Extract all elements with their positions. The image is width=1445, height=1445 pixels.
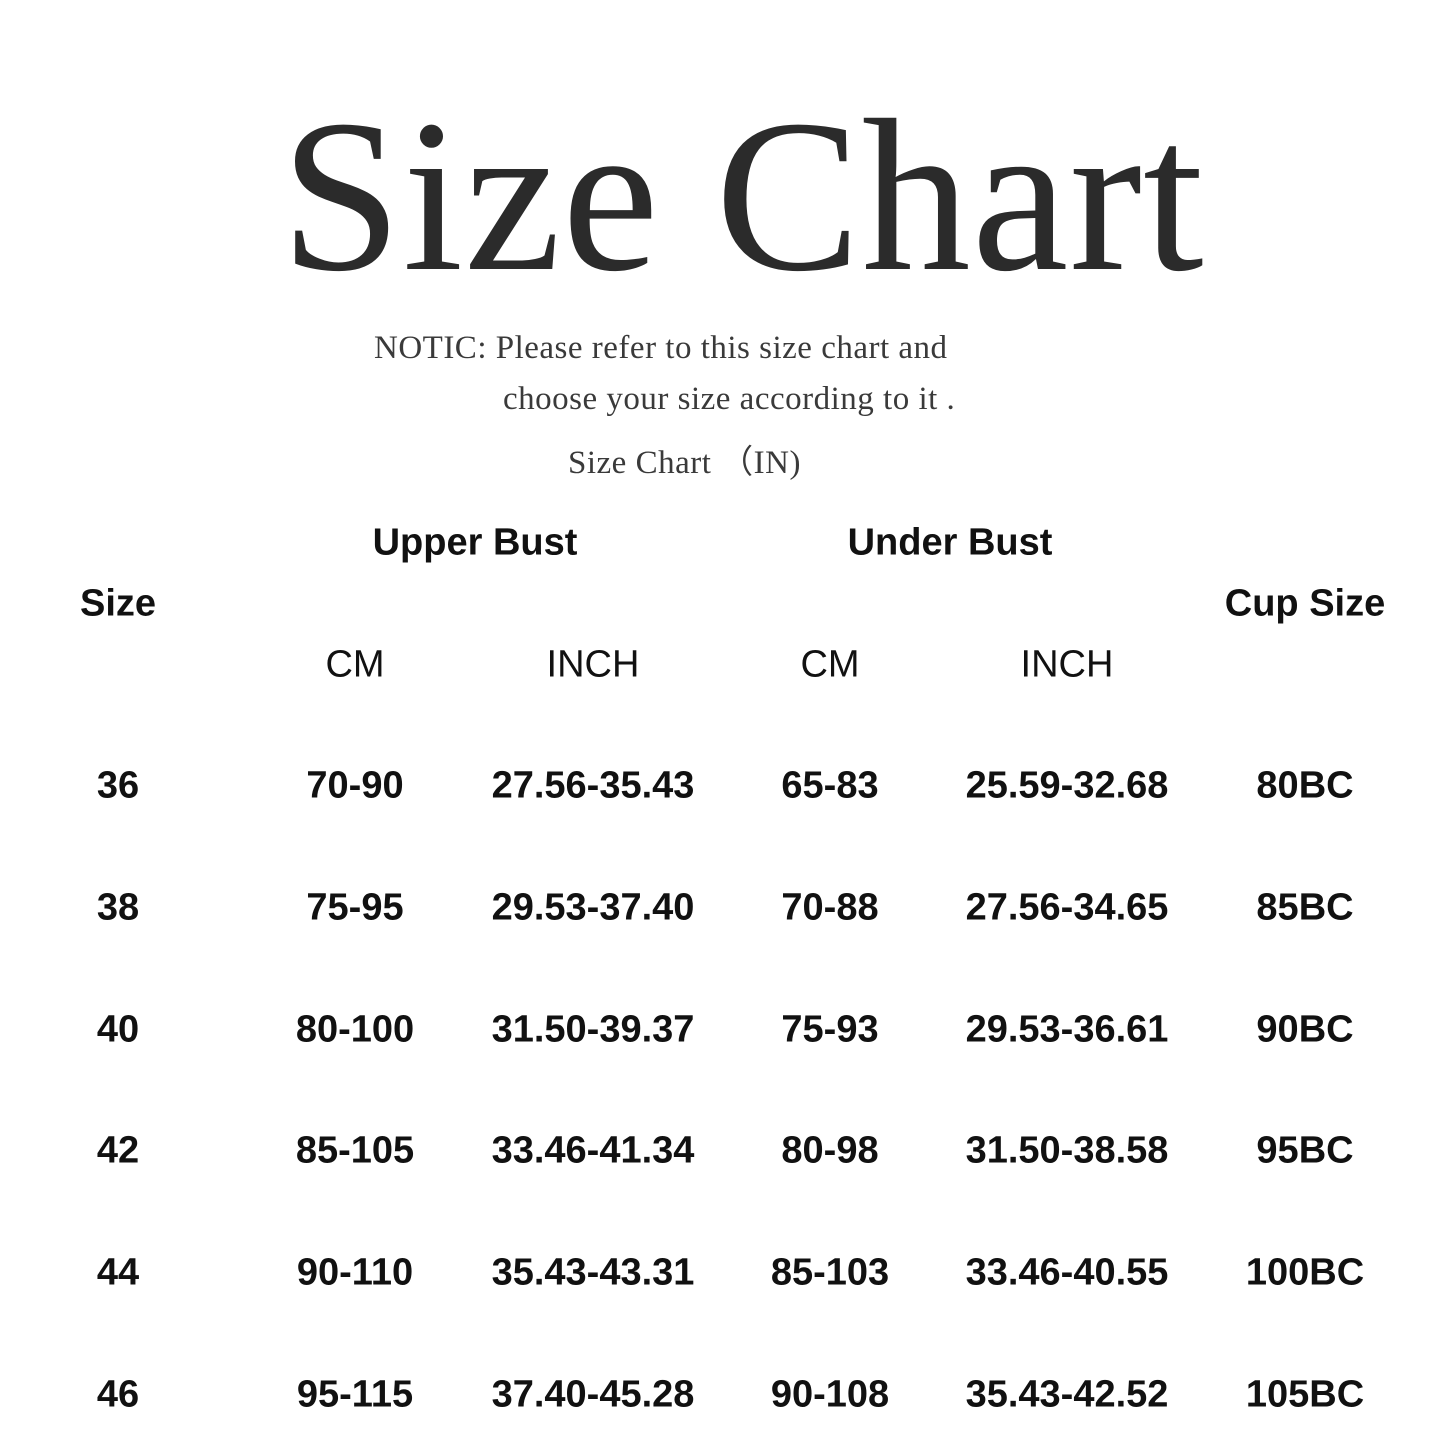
cell-size: 44 [96,1251,140,1294]
notice-line-2: choose your size according to it . [503,381,956,417]
cell-under-bust-cm: 85-103 [770,1251,890,1294]
cell-upper-bust-inch: 31.50-39.37 [491,1008,695,1051]
header-under-bust: Under Bust [847,521,1053,564]
cell-under-bust-inch: 25.59-32.68 [965,764,1169,807]
cell-size: 46 [96,1373,140,1416]
cell-size: 36 [96,764,140,807]
page-title: Size Chart [280,76,1205,317]
cell-cup-size: 95BC [1256,1129,1354,1172]
cell-size: 40 [96,1008,140,1051]
cell-upper-bust-cm: 90-110 [296,1251,414,1294]
cell-upper-bust-inch: 35.43-43.31 [491,1251,695,1294]
cell-size: 42 [96,1129,140,1172]
cell-under-bust-cm: 90-108 [770,1373,890,1416]
header-upper-bust: Upper Bust [372,521,578,564]
cell-upper-bust-cm: 95-115 [296,1373,414,1416]
cell-under-bust-cm: 65-83 [781,764,879,807]
cell-under-bust-cm: 75-93 [781,1008,879,1051]
cell-upper-bust-inch: 29.53-37.40 [491,886,695,929]
header-under-inch: INCH [1020,643,1114,686]
cell-upper-bust-inch: 33.46-41.34 [491,1129,695,1172]
cell-under-bust-inch: 31.50-38.58 [965,1129,1169,1172]
cell-under-bust-inch: 33.46-40.55 [965,1251,1169,1294]
header-upper-cm: CM [325,643,385,686]
cell-cup-size: 100BC [1245,1251,1365,1294]
cell-under-bust-inch: 29.53-36.61 [965,1008,1169,1051]
cell-under-bust-cm: 80-98 [781,1129,879,1172]
header-size: Size [79,582,157,625]
cell-under-bust-inch: 27.56-34.65 [965,886,1169,929]
cell-under-bust-inch: 35.43-42.52 [965,1373,1169,1416]
cell-upper-bust-cm: 80-100 [295,1008,415,1051]
cell-cup-size: 90BC [1256,1008,1354,1051]
header-cup-size: Cup Size [1224,582,1386,625]
cell-upper-bust-inch: 27.56-35.43 [491,764,695,807]
cell-cup-size: 80BC [1256,764,1354,807]
cell-cup-size: 85BC [1256,886,1354,929]
cell-upper-bust-cm: 85-105 [295,1129,415,1172]
header-upper-inch: INCH [546,643,640,686]
cell-upper-bust-inch: 37.40-45.28 [491,1373,695,1416]
cell-upper-bust-cm: 75-95 [306,886,404,929]
cell-cup-size: 105BC [1245,1373,1365,1416]
notice-line-3: Size Chart （IN) [568,445,801,481]
cell-upper-bust-cm: 70-90 [306,764,404,807]
cell-under-bust-cm: 70-88 [781,886,879,929]
notice-line-1: NOTIC: Please refer to this size chart a… [374,330,948,366]
cell-size: 38 [96,886,140,929]
header-under-cm: CM [800,643,860,686]
